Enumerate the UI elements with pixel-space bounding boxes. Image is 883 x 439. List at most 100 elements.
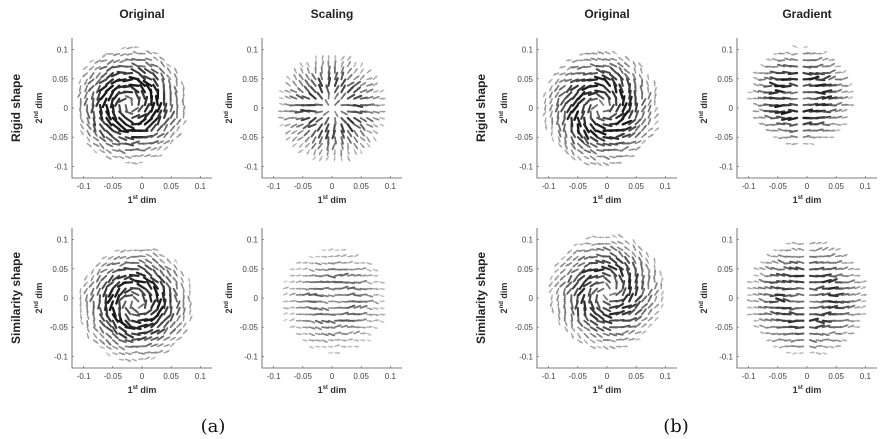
quiver-arrowhead: [561, 108, 564, 112]
quiver-arrowhead: [160, 314, 163, 317]
quiver-arrowhead: [612, 235, 615, 238]
quiver-arrowhead: [132, 255, 135, 259]
quiver-arrowhead: [624, 103, 627, 106]
quiver-arrowhead: [370, 287, 373, 291]
quiver-arrowhead: [564, 323, 568, 326]
quiver-arrowhead: [845, 274, 849, 278]
x-tick-label: -0.05: [104, 182, 123, 191]
quiver-arrowhead: [779, 249, 782, 252]
quiver-arrowhead: [789, 279, 793, 283]
quiver-arrowhead: [350, 338, 353, 341]
quiver-arrowhead: [358, 281, 361, 284]
quiver-arrowhead: [362, 138, 365, 141]
x-tick-label: 0.1: [660, 182, 672, 191]
quiver-arrowhead: [146, 248, 149, 252]
quiver-arrowhead: [114, 325, 117, 328]
quiver-arrowhead: [94, 133, 97, 136]
quiver-arrowhead: [770, 70, 773, 74]
quiver-arrowhead: [161, 133, 164, 137]
quiver-arrowhead: [182, 315, 186, 318]
quiver-arrowhead: [640, 262, 643, 266]
quiver-arrowhead: [370, 299, 373, 303]
quiver-arrowhead: [555, 277, 558, 280]
quiver-arrowhead: [620, 149, 623, 152]
quiver-arrowhead: [84, 81, 87, 85]
quiver-arrowhead: [597, 242, 600, 246]
quiver-arrowhead: [181, 99, 185, 102]
quiver-arrowhead: [299, 80, 302, 84]
quiver-arrowhead: [336, 100, 340, 103]
quiver-arrowhead: [790, 130, 793, 133]
axis-frame: [536, 38, 677, 179]
quiver-arrowhead: [125, 109, 128, 113]
panel-title: Original: [119, 7, 164, 21]
quiver-arrowhead: [565, 101, 569, 104]
x-axis-label: 1st dim: [128, 195, 157, 205]
quiver-arrowhead: [95, 340, 98, 344]
quiver-arrowhead: [850, 96, 853, 100]
quiver-arrowhead: [820, 261, 824, 264]
quiver-arrowhead: [292, 268, 295, 271]
quiver-arrowhead: [770, 294, 773, 298]
x-tick-label: 0.1: [860, 182, 872, 191]
quiver-arrowhead: [625, 345, 628, 348]
quiver-arrowhead: [159, 154, 163, 158]
quiver-arrowhead: [107, 75, 110, 79]
quiver-arrowhead: [844, 76, 848, 80]
quiver-arrowhead: [292, 131, 295, 134]
quiver-arrowhead: [375, 307, 378, 310]
quiver-arrowhead: [633, 79, 636, 82]
quiver-arrowhead: [635, 274, 639, 277]
quiver-panel-0: Original-0.1 -0.05 0 0.05 0.10.10.050-0.05-0…: [34, 7, 212, 205]
quiver-arrowhead: [612, 339, 615, 343]
quiver-arrowhead: [97, 292, 100, 295]
quiver-arrowhead: [633, 67, 637, 71]
quiver-arrowhead: [642, 111, 645, 115]
quiver-arrowhead: [604, 86, 607, 89]
quiver-arrowhead: [782, 306, 785, 310]
y-tick-label: 0: [64, 294, 69, 303]
quiver-arrowhead: [355, 139, 358, 143]
quiver-arrowhead: [654, 87, 657, 90]
quiver-arrowhead: [851, 267, 854, 271]
quiver-arrowhead: [298, 261, 301, 265]
quiver-arrowhead: [644, 303, 648, 307]
quiver-arrowhead: [343, 339, 347, 342]
quiver-arrowhead: [155, 309, 158, 312]
quiver-arrowhead: [106, 82, 109, 85]
quiver-arrowhead: [601, 149, 604, 153]
quiver-arrowhead: [294, 68, 297, 72]
quiver-arrowhead: [369, 281, 372, 285]
quiver-arrowhead: [776, 97, 779, 100]
quiver-arrowhead: [108, 97, 111, 101]
quiver-arrowhead: [187, 296, 191, 299]
quiver-arrowhead: [279, 90, 282, 93]
quiver-arrowhead: [304, 86, 308, 90]
quiver-arrowhead: [354, 151, 357, 155]
quiver-arrowhead: [314, 67, 317, 70]
quiver-arrowhead: [578, 278, 581, 281]
quiver-arrowhead: [164, 110, 168, 113]
quiver-arrowhead: [167, 315, 170, 318]
quiver-arrowhead: [550, 297, 554, 300]
quiver-arrowhead: [832, 76, 836, 79]
quiver-arrowhead: [549, 289, 552, 293]
quiver-arrowhead: [589, 116, 593, 119]
quiver-arrowhead: [145, 259, 149, 262]
quiver-arrowhead: [619, 345, 622, 348]
quiver-arrowhead: [148, 343, 152, 346]
quiver-arrowhead: [775, 84, 778, 88]
quiver-arrowhead: [101, 335, 104, 338]
quiver-arrowhead: [646, 81, 649, 84]
quiver-arrowhead: [597, 247, 600, 251]
quiver-arrowhead: [618, 251, 622, 254]
quiver-arrowhead: [113, 270, 116, 273]
quiver-arrowhead: [381, 89, 384, 93]
quiver-arrowhead: [595, 269, 598, 272]
quiver-arrowhead: [764, 293, 768, 296]
quiver-arrowhead: [140, 84, 143, 88]
quiver-arrowhead: [112, 111, 115, 114]
quiver-arrowhead: [348, 61, 351, 65]
quiver-arrowhead: [624, 252, 628, 256]
quiver-arrowhead: [300, 68, 304, 71]
